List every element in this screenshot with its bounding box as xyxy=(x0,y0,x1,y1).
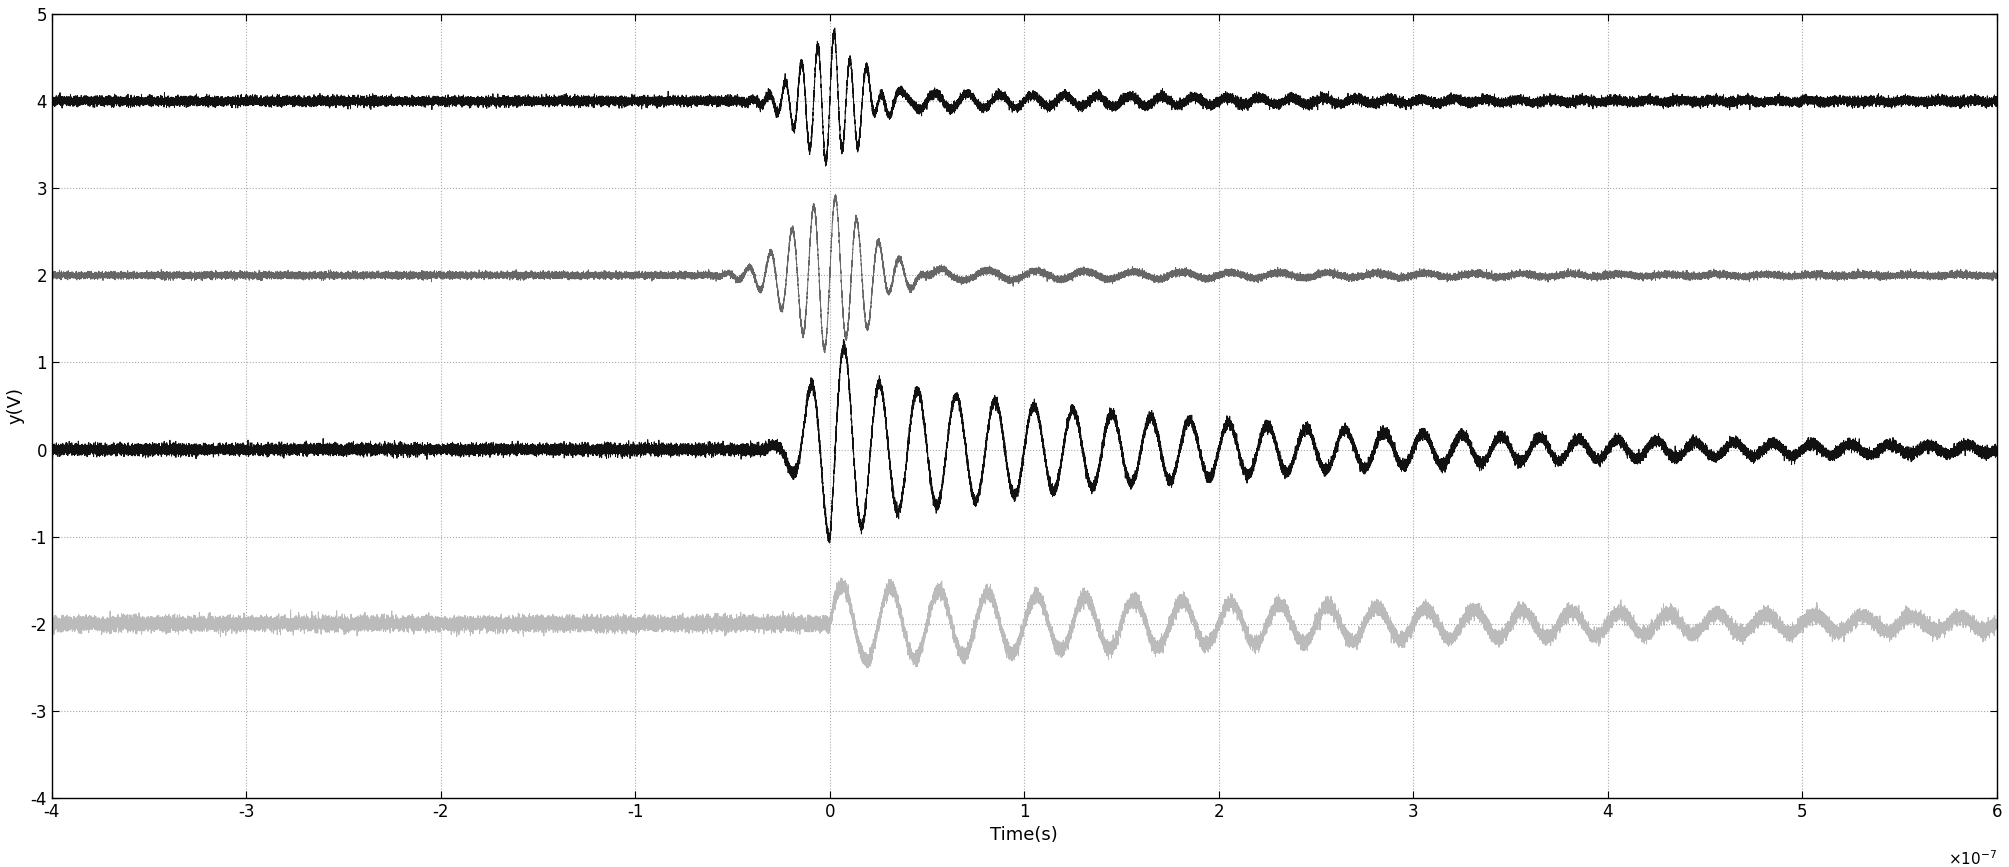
X-axis label: Time(s): Time(s) xyxy=(990,826,1059,844)
Y-axis label: y(V): y(V) xyxy=(6,388,24,425)
Text: $\times 10^{-7}$: $\times 10^{-7}$ xyxy=(1947,849,1997,867)
